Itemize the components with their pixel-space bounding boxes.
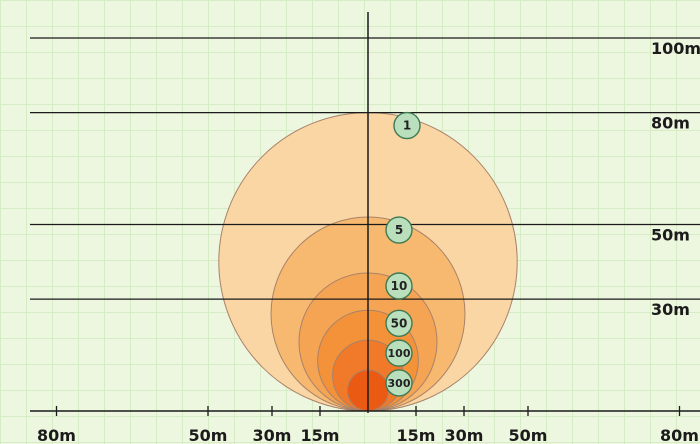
count-marker: 10 — [385, 272, 413, 300]
marker-label: 100 — [388, 347, 411, 360]
marker-circle — [385, 309, 413, 337]
marker-label: 50 — [391, 316, 408, 330]
marker-circle — [385, 272, 413, 300]
marker-circle — [385, 339, 413, 367]
marker-label: 300 — [388, 377, 411, 390]
distance-label: 30m — [651, 300, 690, 319]
count-marker: 5 — [385, 216, 413, 244]
axes — [30, 12, 700, 416]
marker-label: 1 — [403, 119, 411, 133]
count-marker: 50 — [385, 309, 413, 337]
marker-circle — [385, 369, 413, 397]
distance-label: 50m — [651, 226, 690, 245]
axis-tick-label: 15m — [301, 426, 340, 444]
marker-label: 5 — [395, 223, 403, 237]
axis-tick-labels: 100m80m50m30m15m15m30m50m80m100m — [37, 426, 699, 444]
axis-tick-label: 80m — [660, 426, 699, 444]
axis-tick-label: 50m — [509, 426, 548, 444]
count-marker: 1 — [393, 111, 421, 140]
axis-tick-label: 50m — [189, 426, 228, 444]
marker-circle — [385, 216, 413, 244]
distance-label: 80m — [651, 114, 690, 133]
count-marker: 300 — [385, 369, 413, 397]
axis-tick-label: 30m — [445, 426, 484, 444]
axis-tick-label: 30m — [253, 426, 292, 444]
axis-tick-label: 15m — [397, 426, 436, 444]
distance-lines — [30, 37, 700, 300]
marker-label: 10 — [391, 279, 408, 293]
distance-label: 100m — [651, 39, 700, 58]
count-markers: 1 5 10 50 100 300 — [385, 111, 421, 397]
marker-circle — [393, 111, 421, 140]
distance-labels: 100m 80m 50m 30m — [651, 39, 700, 319]
axis-tick-label: 80m — [37, 426, 76, 444]
count-marker: 100 — [385, 339, 413, 367]
